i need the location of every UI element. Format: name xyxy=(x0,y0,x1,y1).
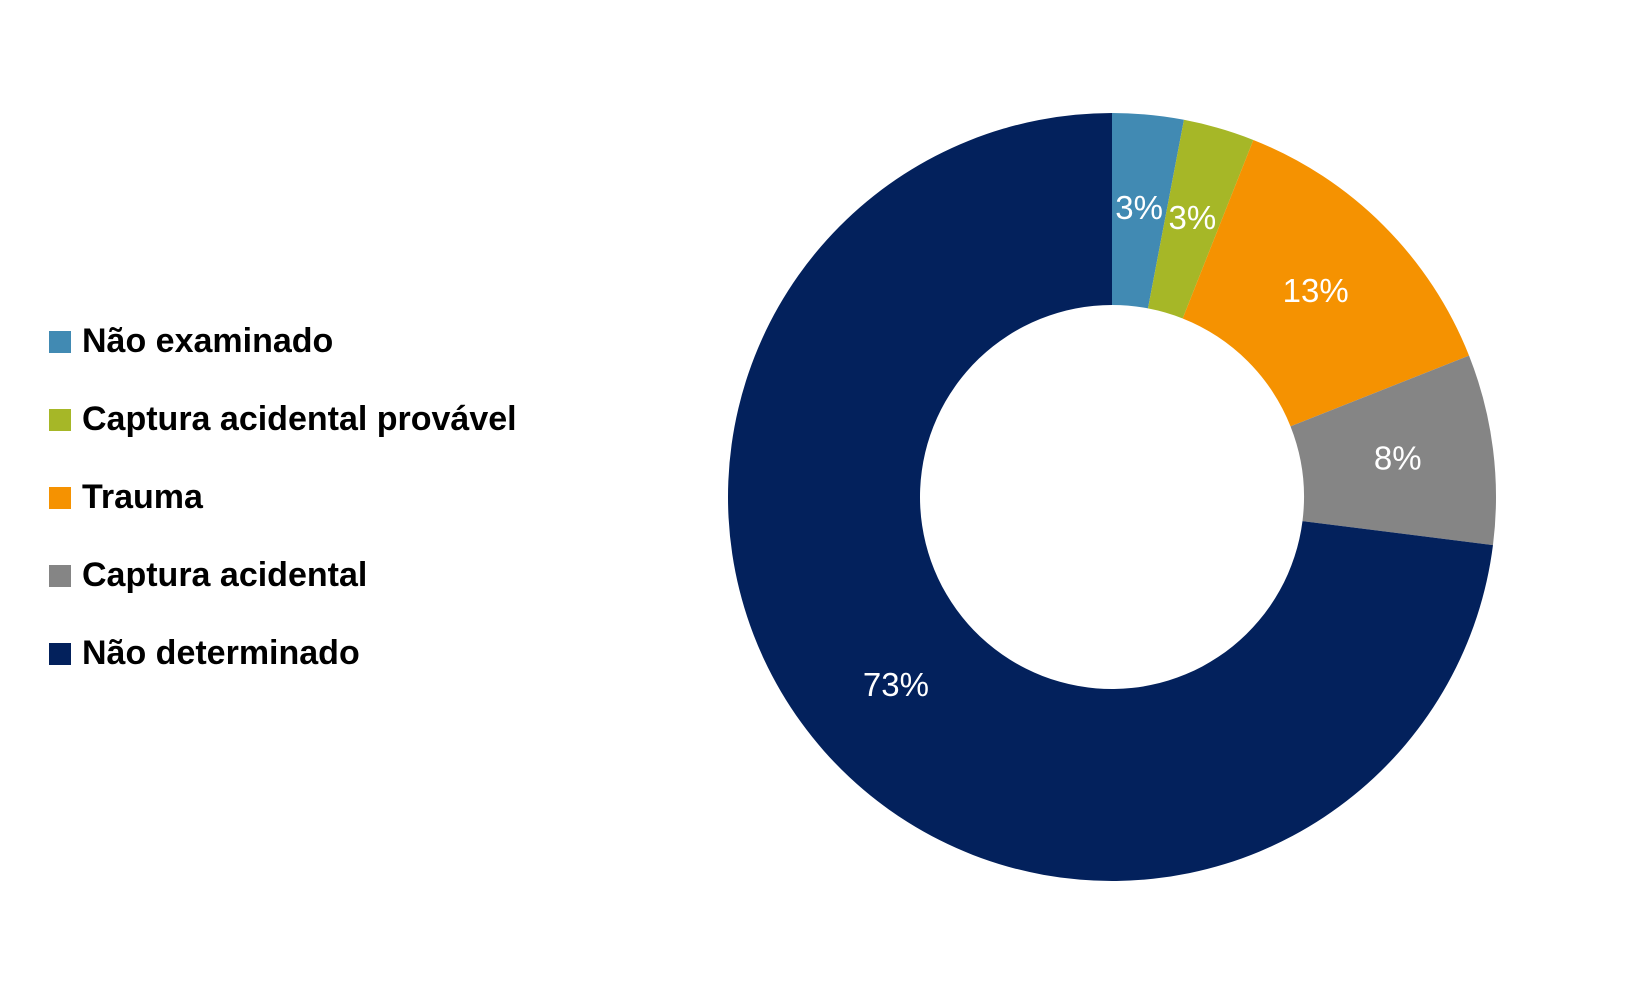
legend-swatch xyxy=(49,565,71,587)
slice xyxy=(1182,139,1470,427)
data-label: 8% xyxy=(1374,440,1422,477)
slice xyxy=(728,113,1493,882)
slice xyxy=(1112,113,1184,309)
slice xyxy=(1147,119,1254,319)
data-label: 3% xyxy=(1115,189,1163,226)
data-label: 73% xyxy=(863,666,929,703)
legend-swatch xyxy=(49,487,71,509)
legend-swatch xyxy=(49,643,71,665)
legend-label: Não determinado xyxy=(82,634,360,672)
legend-label: Não examinado xyxy=(82,322,333,360)
data-label: 13% xyxy=(1283,272,1349,309)
slice xyxy=(1290,355,1497,546)
data-label: 3% xyxy=(1168,199,1216,236)
legend-label: Captura acidental provável xyxy=(82,400,517,438)
legend-label: Captura acidental xyxy=(82,556,367,594)
legend-swatch xyxy=(49,409,71,431)
legend-swatch xyxy=(49,331,71,353)
legend-label: Trauma xyxy=(82,478,204,516)
